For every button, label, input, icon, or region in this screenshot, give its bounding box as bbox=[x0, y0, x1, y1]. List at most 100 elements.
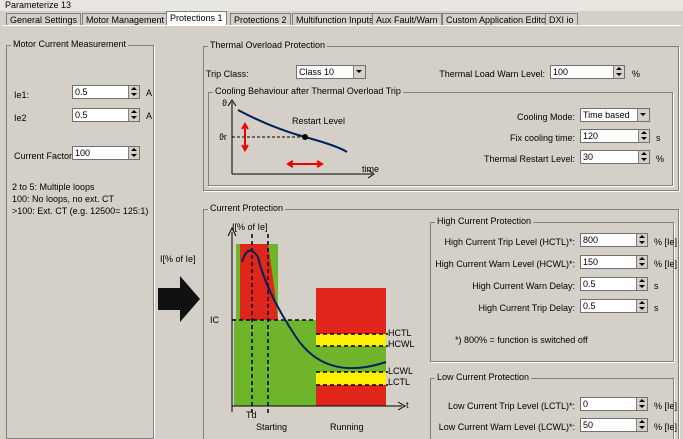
number-input[interactable]: 800 bbox=[580, 233, 648, 247]
group-title: Thermal Overload Protection bbox=[208, 40, 328, 50]
ie1-input[interactable]: 0.5 bbox=[72, 85, 140, 99]
field-label: Current Factor bbox=[14, 151, 73, 161]
axis-label: time bbox=[362, 164, 379, 174]
axes bbox=[227, 226, 407, 412]
note: 2 to 5: Multiple loops bbox=[12, 182, 95, 192]
number-input[interactable]: 0.5 bbox=[580, 277, 648, 291]
group-title: Cooling Behaviour after Thermal Overload… bbox=[213, 86, 403, 96]
field-value: 100 bbox=[75, 148, 91, 158]
unit: % [Ie] bbox=[654, 259, 678, 269]
warn-band bbox=[316, 372, 386, 385]
note: *) 800% = function is switched off bbox=[455, 335, 588, 345]
unit: % bbox=[656, 154, 665, 164]
axis-label: ϑ bbox=[222, 98, 227, 108]
trip-class-select[interactable]: Class 10 bbox=[296, 65, 366, 79]
spinner[interactable] bbox=[636, 300, 647, 312]
spinner[interactable] bbox=[128, 86, 139, 98]
tab[interactable]: Aux Fault/Warn bbox=[372, 13, 442, 26]
axis-label: t bbox=[406, 400, 409, 410]
high-current-group: High Current Protection bbox=[430, 216, 674, 362]
spinner[interactable] bbox=[128, 147, 139, 159]
spinner[interactable] bbox=[613, 66, 624, 78]
field-value: 0.5 bbox=[75, 87, 88, 97]
dropdown-button[interactable] bbox=[353, 66, 365, 78]
arrow bbox=[158, 276, 200, 322]
axis-label: ϑr bbox=[219, 132, 227, 142]
unit: s bbox=[656, 133, 661, 143]
field-value: 100 bbox=[553, 67, 569, 77]
field-value: 30 bbox=[583, 152, 594, 162]
tab[interactable]: Protections 1 bbox=[166, 11, 227, 26]
threshold-label: LCWL bbox=[388, 366, 413, 376]
unit: % bbox=[632, 69, 641, 79]
cooling-group: Cooling Behaviour after Thermal Overload… bbox=[208, 86, 673, 186]
axis-label: I[% of Ie] bbox=[232, 222, 268, 232]
field-label: High Current Trip Level (HCTL)*: bbox=[444, 237, 575, 247]
tab-page bbox=[2, 25, 681, 439]
red-arrows bbox=[241, 122, 324, 168]
spinner[interactable] bbox=[636, 398, 647, 410]
group-title: Motor Current Measurement bbox=[11, 39, 129, 49]
red-zone bbox=[316, 385, 386, 406]
warn-band bbox=[316, 334, 386, 346]
spinner[interactable] bbox=[638, 130, 649, 142]
field-value: Class 10 bbox=[299, 67, 335, 77]
field-label: High Current Warn Delay: bbox=[472, 281, 575, 291]
current-diagram: I[% of Ie] IC HCTL HCWL LCWL LCTL t Td S… bbox=[210, 222, 415, 432]
spinner[interactable] bbox=[636, 234, 647, 246]
number-input[interactable]: 50 bbox=[580, 418, 648, 432]
axis-label: Td bbox=[246, 410, 257, 420]
unit: s bbox=[654, 303, 659, 313]
ie2-input[interactable]: 0.5 bbox=[72, 108, 140, 122]
cooling-mode-select[interactable]: Time based bbox=[580, 108, 650, 122]
fix-time-input[interactable]: 120 bbox=[580, 129, 650, 143]
spinner[interactable] bbox=[636, 278, 647, 290]
axis-label: IC bbox=[210, 315, 220, 325]
threshold-label: HCTL bbox=[388, 328, 412, 338]
number-input[interactable]: 0.5 bbox=[580, 299, 648, 313]
current-curve bbox=[241, 249, 387, 370]
field-value: 0 bbox=[583, 399, 589, 409]
spinner[interactable] bbox=[128, 109, 139, 121]
current-factor-input[interactable]: 100 bbox=[72, 146, 140, 160]
threshold-lines bbox=[232, 234, 388, 414]
unit: % [Ie] bbox=[654, 237, 678, 247]
field-label: High Current Trip Delay: bbox=[478, 303, 575, 313]
note: >100: Ext. CT (e.g. 12500= 125:1) bbox=[12, 206, 149, 216]
number-input[interactable]: 0 bbox=[580, 397, 648, 411]
red-zone bbox=[316, 288, 386, 334]
dropdown-button[interactable] bbox=[637, 109, 649, 121]
title-bar bbox=[0, 0, 683, 11]
unit: A bbox=[146, 111, 153, 121]
spinner[interactable] bbox=[638, 151, 649, 163]
unit: % [Ie] bbox=[654, 422, 678, 432]
field-value: 0.5 bbox=[75, 110, 88, 120]
field-label: Thermal Restart Level: bbox=[483, 154, 575, 164]
field-value: Time based bbox=[583, 110, 630, 120]
number-input[interactable]: 150 bbox=[580, 255, 648, 269]
tab[interactable]: Protections 2 bbox=[230, 13, 291, 26]
arrow-label: I[% of Ie] bbox=[160, 254, 196, 264]
diagram-label: Restart Level bbox=[292, 116, 345, 126]
tab[interactable]: General Settings bbox=[6, 13, 82, 26]
cooling-diagram: ϑ ϑr Restart Level time bbox=[219, 98, 379, 179]
threshold-label: LCTL bbox=[388, 377, 410, 387]
axis-label: Starting bbox=[256, 422, 287, 432]
field-value: 120 bbox=[583, 131, 599, 141]
tab[interactable]: DXI io bbox=[545, 13, 578, 26]
warn-level-input[interactable]: 100 bbox=[550, 65, 625, 79]
group-title: High Current Protection bbox=[435, 216, 534, 226]
field-label: Trip Class: bbox=[206, 69, 249, 79]
spinner[interactable] bbox=[636, 419, 647, 431]
field-label: Ie1: bbox=[14, 90, 30, 100]
field-value: 150 bbox=[583, 257, 599, 267]
field-value: 50 bbox=[583, 420, 594, 430]
field-label: Ie2 bbox=[14, 113, 27, 123]
low-current-group: Low Current Protection bbox=[430, 372, 674, 439]
spinner[interactable] bbox=[636, 256, 647, 268]
motor-current-group: Motor Current Measurement bbox=[6, 39, 154, 439]
restart-level-input[interactable]: 30 bbox=[580, 150, 650, 164]
thermal-group: Thermal Overload Protection bbox=[203, 40, 679, 191]
